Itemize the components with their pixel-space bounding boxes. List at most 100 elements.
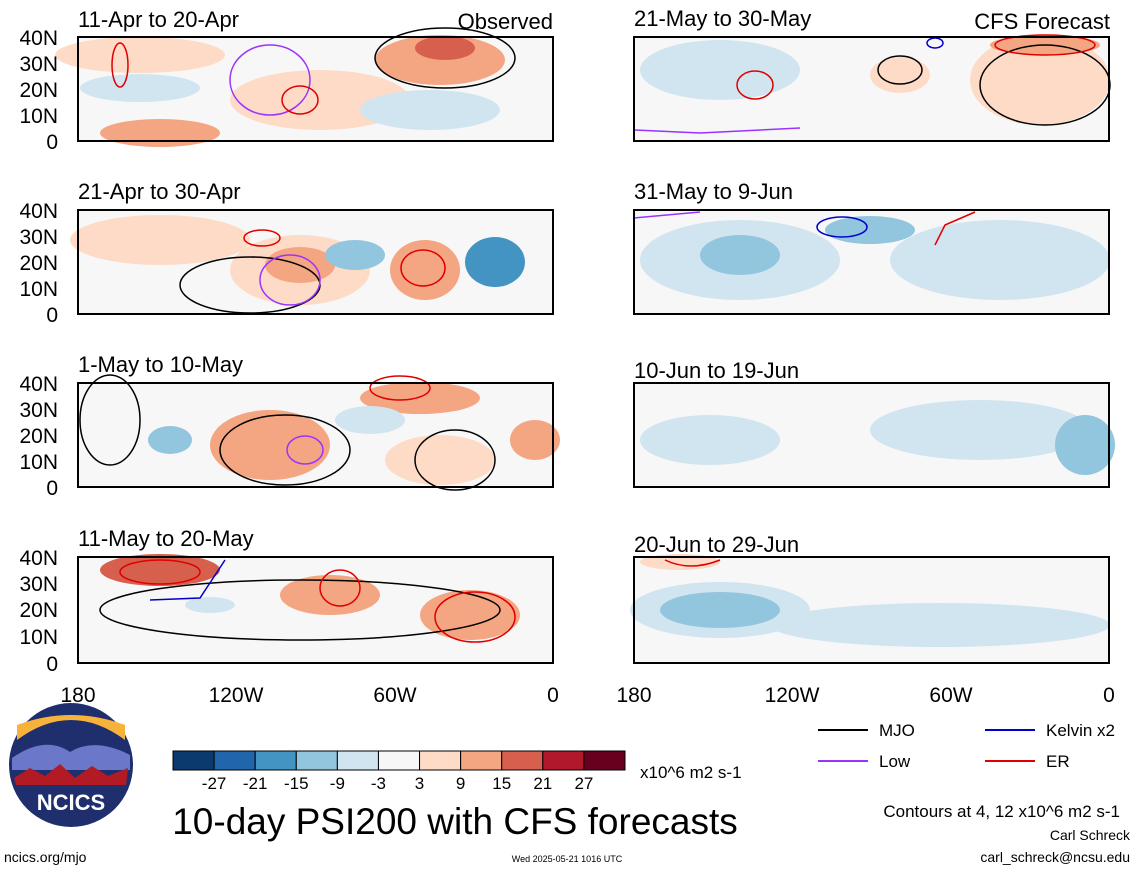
colorbar-tick-label: -21 (243, 774, 268, 793)
shade-pos (70, 215, 250, 265)
map-panel-fc-2 (633, 209, 1110, 315)
lon-axis-fc: 180 120W 60W 0 (616, 684, 1114, 707)
shade-pos (970, 35, 1110, 125)
shade-pos (510, 420, 560, 460)
colorbar-swatch (336, 750, 379, 771)
contour-mjo (414, 429, 496, 491)
contour-mjo (79, 374, 141, 466)
map-panel-obs-3 (77, 374, 560, 491)
shade-neg (80, 74, 200, 102)
svg-text:0: 0 (547, 684, 559, 707)
svg-text:10N: 10N (19, 451, 58, 474)
panel-title-obs-3: 1-May to 10-May (78, 352, 243, 377)
panel-title-fc-2: 31-May to 9-Jun (634, 179, 793, 204)
shade-neg (465, 237, 525, 287)
colorbar-swatch (542, 750, 585, 771)
shade-neg (660, 592, 780, 628)
lat-axis-obs-1: 40N 30N 20N 10N 0 (19, 27, 58, 154)
shade-neg (700, 235, 780, 275)
colorbar-swatch (295, 750, 338, 771)
figure-title: 10-day PSI200 with CFS forecasts (172, 801, 738, 842)
shade-neg (890, 220, 1110, 300)
contour-er (369, 375, 431, 401)
svg-text:40N: 40N (19, 27, 58, 50)
svg-text:180: 180 (616, 684, 651, 707)
colorbar-tick-label: 3 (415, 774, 424, 793)
colorbar-swatch (583, 750, 626, 771)
legend-er: ER (1046, 752, 1070, 771)
svg-text:180: 180 (60, 684, 95, 707)
shade-neg (640, 415, 780, 465)
svg-text:10N: 10N (19, 105, 58, 128)
logo-text: NCICS (37, 790, 105, 815)
panel-title-fc-3: 10-Jun to 19-Jun (634, 358, 799, 383)
shade-neg (360, 90, 500, 130)
colorbar-units: x10^6 m2 s-1 (640, 763, 742, 782)
colorbar-swatch (254, 750, 297, 771)
shade-pos (210, 410, 330, 480)
colorbar-tick-label: -27 (202, 774, 227, 793)
svg-text:10N: 10N (19, 626, 58, 649)
panel-title-fc-1: 21-May to 30-May (634, 6, 811, 31)
colorbar-swatch (377, 750, 421, 771)
lat-axis-obs-4: 40N 30N 20N 10N 0 (19, 547, 58, 676)
map-panel-obs-2 (70, 209, 554, 315)
ncics-logo: NCICS (9, 703, 133, 827)
svg-text:40N: 40N (19, 547, 58, 570)
svg-text:10N: 10N (19, 278, 58, 301)
svg-text:40N: 40N (19, 200, 58, 223)
contour-low (633, 127, 801, 134)
header-cfs-forecast: CFS Forecast (974, 9, 1110, 34)
map-panel-fc-3 (633, 382, 1115, 488)
lat-axis-obs-2: 40N 30N 20N 10N 0 (19, 200, 58, 327)
contour-mjo (99, 579, 501, 641)
svg-text:120W: 120W (765, 684, 820, 707)
svg-text:0: 0 (46, 653, 58, 676)
svg-text:60W: 60W (373, 684, 416, 707)
panel-title-obs-1: 11-Apr to 20-Apr (78, 7, 239, 32)
svg-text:120W: 120W (209, 684, 264, 707)
map-panel-fc-1 (633, 34, 1111, 142)
site-url: ncics.org/mjo (4, 849, 87, 865)
shade-neg (185, 597, 235, 613)
shade-pos (100, 119, 220, 147)
map-panel-obs-4 (77, 554, 554, 664)
contour-er (664, 559, 721, 567)
shade-pos (870, 57, 930, 93)
contour-low (286, 435, 324, 465)
contour-er (400, 249, 446, 287)
colorbar-swatch (213, 750, 256, 771)
contour-low (229, 44, 311, 116)
contour-mjo (219, 414, 351, 486)
shade-pos (415, 36, 475, 60)
colorbar: -27 -21 -15 -9 -3 3 9 15 21 27 (172, 750, 626, 793)
colorbar-tick-label: 15 (492, 774, 511, 793)
shade-pos (385, 435, 495, 485)
legend-mjo: MJO (879, 721, 915, 740)
contour-mjo (374, 27, 516, 89)
svg-text:0: 0 (46, 131, 58, 154)
contour-legend: MJO Kelvin x2 Low ER (818, 721, 1115, 771)
svg-text:20N: 20N (19, 599, 58, 622)
contour-er (111, 42, 129, 88)
svg-text:30N: 30N (19, 226, 58, 249)
svg-text:20N: 20N (19, 79, 58, 102)
shade-neg (325, 240, 385, 270)
colorbar-swatch (172, 750, 215, 771)
colorbar-tick-label: 21 (533, 774, 552, 793)
legend-low: Low (879, 752, 911, 771)
shade-pos (360, 382, 480, 414)
panel-title-obs-2: 21-Apr to 30-Apr (78, 179, 241, 204)
contour-er (434, 591, 516, 643)
lat-axis-obs-3: 40N 30N 20N 10N 0 (19, 373, 58, 500)
panel-title-fc-4: 20-Jun to 29-Jun (634, 532, 799, 557)
svg-text:30N: 30N (19, 53, 58, 76)
contour-er (994, 34, 1096, 56)
shade-pos (280, 575, 380, 615)
colorbar-tick-label: 27 (574, 774, 593, 793)
map-panel-fc-4 (630, 554, 1110, 664)
shade-pos (100, 554, 220, 586)
svg-text:0: 0 (46, 304, 58, 327)
map-panel-obs-1 (55, 27, 554, 147)
